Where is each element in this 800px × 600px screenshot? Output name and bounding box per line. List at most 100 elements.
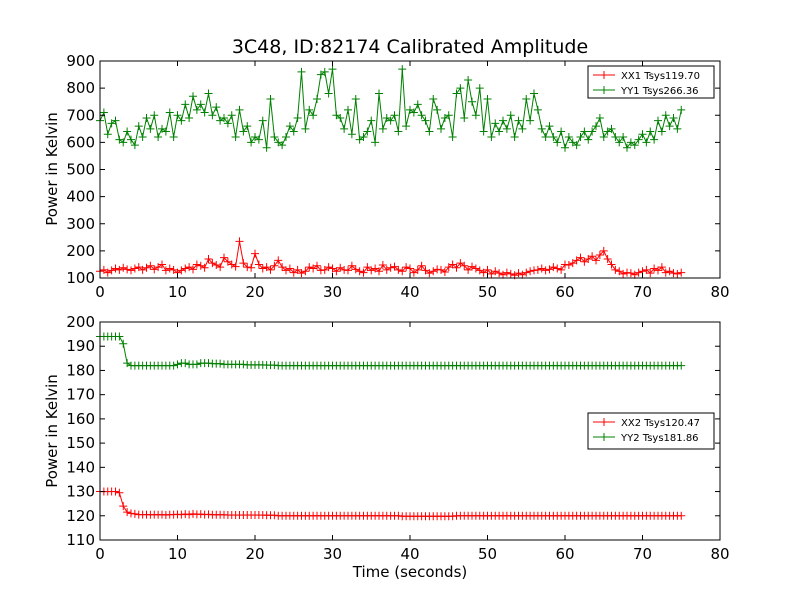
x-tick-label: 20 (245, 283, 264, 301)
y-tick-label: 130 (66, 483, 95, 501)
y-tick-label: 900 (66, 52, 95, 70)
data-point (165, 264, 174, 273)
data-point (576, 132, 585, 141)
series-1 (96, 237, 686, 280)
data-point (192, 260, 201, 269)
data-point (103, 130, 112, 139)
data-point (545, 265, 554, 274)
data-point (502, 268, 511, 277)
data-point (111, 116, 120, 125)
y-tick-label: 180 (66, 361, 95, 379)
legend-marker (600, 418, 608, 426)
data-point (146, 261, 155, 270)
data-point (592, 122, 600, 131)
data-point (530, 266, 538, 275)
data-point (293, 265, 302, 274)
data-point (111, 264, 120, 273)
data-point (464, 75, 473, 84)
data-point (243, 263, 252, 272)
data-point (390, 111, 399, 120)
data-point (107, 266, 116, 275)
x-tick-label: 40 (400, 283, 419, 301)
data-point (475, 266, 484, 275)
data-point (440, 268, 449, 277)
data-point (561, 260, 569, 269)
data-point (530, 89, 538, 98)
data-point (642, 138, 651, 147)
data-point (258, 264, 267, 273)
data-point (634, 268, 643, 277)
data-point (363, 263, 372, 272)
data-point (305, 105, 314, 114)
data-point (142, 263, 151, 272)
y-tick-label: 140 (66, 458, 95, 476)
data-point (150, 111, 159, 120)
data-point (375, 89, 383, 98)
data-point (220, 113, 228, 122)
data-point (378, 260, 387, 269)
y-tick-label: 110 (66, 531, 95, 549)
x-tick-label: 80 (710, 545, 729, 563)
data-point (471, 111, 480, 120)
data-point (506, 269, 515, 278)
data-point (309, 111, 318, 120)
data-point (204, 255, 213, 264)
data-point (673, 269, 682, 278)
data-point (208, 259, 217, 268)
data-point (266, 94, 275, 103)
data-point (196, 100, 205, 109)
data-point (278, 141, 287, 150)
data-point (278, 263, 287, 272)
data-point (204, 89, 213, 98)
data-point (429, 267, 438, 276)
data-point (324, 89, 333, 98)
data-point (576, 253, 585, 262)
data-point (297, 67, 306, 76)
series-2 (96, 65, 686, 152)
data-point (390, 262, 399, 271)
data-point (169, 132, 178, 141)
x-axis-label: Time (seconds) (352, 563, 468, 581)
data-point (409, 108, 418, 117)
data-point (588, 252, 597, 261)
data-point (394, 265, 403, 274)
x-tick-label: 10 (168, 545, 187, 563)
data-point (413, 100, 422, 109)
data-point (208, 111, 217, 120)
data-point (142, 113, 151, 122)
legend-label: XX2 Tsys120.47 (621, 418, 700, 429)
x-tick-label: 20 (245, 545, 264, 563)
series-1 (96, 488, 686, 521)
data-point (592, 256, 600, 265)
data-point (371, 138, 380, 147)
data-point (285, 264, 294, 273)
data-point (650, 135, 659, 144)
data-point (340, 265, 349, 274)
data-point (526, 267, 535, 276)
data-point (289, 127, 298, 136)
data-point (646, 269, 655, 278)
data-point (433, 105, 442, 114)
data-point (336, 113, 345, 122)
data-point (258, 116, 267, 125)
data-point (603, 255, 612, 264)
data-point (239, 259, 248, 268)
data-point (673, 124, 682, 133)
data-point (669, 113, 678, 122)
data-point (433, 265, 442, 274)
data-point (541, 132, 550, 141)
data-point (332, 267, 341, 276)
legend-marker (600, 86, 608, 94)
data-point (243, 122, 252, 131)
data-point (254, 260, 263, 269)
data-point (557, 127, 566, 136)
y-tick-label: 170 (66, 386, 95, 404)
data-point (483, 265, 492, 274)
bottom-plot: 0 10 20 30 40 50 60 70 80 110 120 130 140 150 160 170 18… (66, 313, 730, 563)
data-point (270, 132, 279, 141)
data-point (313, 261, 321, 270)
data-point (607, 124, 616, 133)
data-point (475, 84, 484, 93)
data-point (495, 127, 504, 136)
